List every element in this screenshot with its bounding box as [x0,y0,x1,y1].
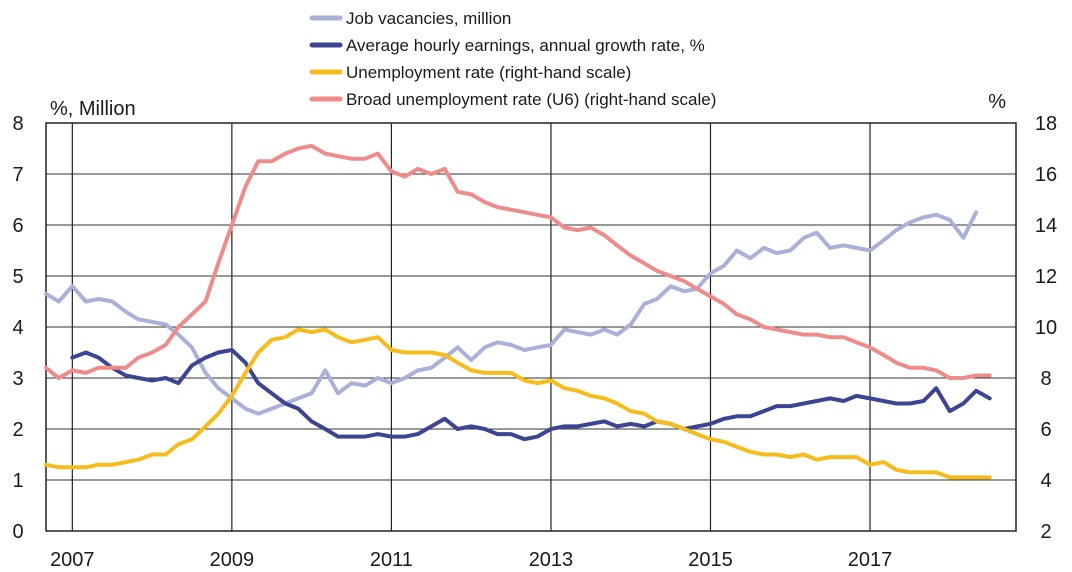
series-line [44,327,992,480]
right-axis-unit-label: % [988,91,1006,113]
x-tick-label: 2013 [529,549,574,571]
x-tick-label: 2017 [848,549,893,571]
series-line [44,143,992,380]
right-tick-label: 12 [1035,266,1057,288]
legend-label: Unemployment rate (right-hand scale) [346,63,631,82]
right-tick-label: 18 [1035,113,1057,135]
right-tick-label: 4 [1040,470,1051,492]
x-tick-label: 2015 [688,549,733,571]
right-tick-label: 14 [1035,215,1057,237]
x-tick-labels: 2007 2009 2011 2013 2015 2017 [50,549,892,571]
left-tick-labels: 0 1 2 3 4 5 6 7 8 [12,113,23,543]
left-tick-label: 4 [12,317,23,339]
right-tick-label: 8 [1040,368,1051,390]
x-tick-label: 2009 [210,549,255,571]
right-axis: % 2 4 6 8 10 12 14 16 18 [988,91,1057,543]
legend-label: Job vacancies, million [346,9,511,28]
legend-label: Average hourly earnings, annual growth r… [346,36,705,55]
right-tick-label: 6 [1040,419,1051,441]
right-tick-label: 16 [1035,164,1057,186]
left-tick-label: 3 [12,368,23,390]
legend-label: Broad unemployment rate (U6) (right-hand… [346,90,716,109]
right-tick-label: 10 [1035,317,1057,339]
series-lines [44,143,992,480]
series-line [70,348,992,442]
left-tick-label: 5 [12,266,23,288]
plot-frame [45,122,1017,532]
series-line [44,210,979,416]
x-tick-label: 2007 [50,549,95,571]
left-tick-label: 0 [12,521,23,543]
x-tick-label: 2011 [370,549,413,571]
right-tick-label: 2 [1040,521,1051,543]
legend: Job vacancies, million Average hourly ear… [309,9,716,109]
left-tick-label: 1 [12,470,23,492]
left-tick-label: 6 [12,215,23,237]
left-tick-label: 7 [12,164,23,186]
x-tick-marks [71,123,871,531]
left-tick-label: 2 [12,419,23,441]
left-axis-unit-label: %, Million [50,98,136,120]
left-axis: %, Million 0 1 2 3 4 5 6 7 8 [12,98,135,543]
left-tick-label: 8 [12,113,23,135]
right-tick-labels: 2 4 6 8 10 12 14 16 18 [1035,113,1057,543]
